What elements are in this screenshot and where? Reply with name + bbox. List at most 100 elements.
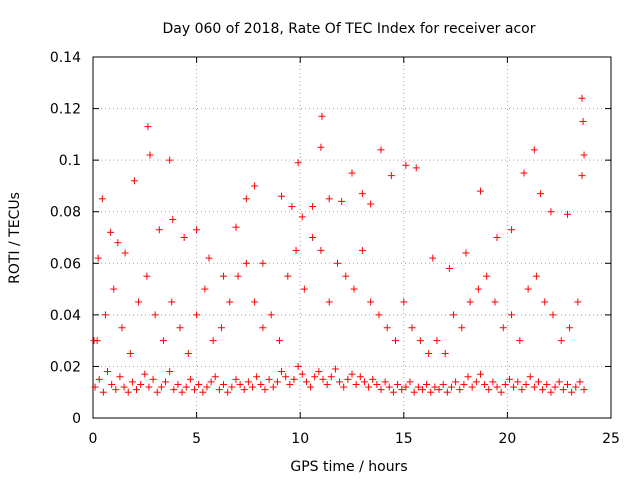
data-point [104, 368, 112, 376]
data-point [232, 375, 240, 383]
data-point [474, 285, 482, 293]
data-point [294, 159, 302, 167]
data-point [327, 373, 335, 381]
data-point [541, 298, 549, 306]
data-point [259, 324, 267, 332]
data-point [242, 259, 250, 267]
data-point [367, 200, 375, 208]
chart-title: Day 060 of 2018, Rate Of TEC Index for r… [163, 21, 536, 37]
data-point [381, 378, 389, 386]
data-point [462, 249, 470, 257]
data-point [460, 380, 468, 388]
data-point [385, 383, 393, 391]
data-point [530, 383, 538, 391]
data-point [456, 386, 464, 394]
data-point [557, 337, 565, 345]
data-point [338, 197, 346, 205]
data-point [228, 383, 236, 391]
data-point [178, 388, 186, 396]
data-point [543, 380, 551, 388]
data-point [317, 143, 325, 151]
data-point [402, 383, 410, 391]
data-point [358, 190, 366, 198]
data-point [155, 226, 163, 234]
data-point [394, 380, 402, 388]
data-point [141, 370, 149, 378]
data-point [269, 383, 277, 391]
data-point [182, 383, 190, 391]
plot-frame [92, 56, 612, 419]
data-point [412, 164, 420, 172]
data-point [392, 337, 400, 345]
y-tick-label: 0 [72, 411, 81, 427]
data-point [493, 234, 501, 241]
data-point [199, 388, 207, 396]
data-point [423, 380, 431, 388]
data-point [555, 378, 563, 386]
x-tick-label: 5 [192, 431, 201, 447]
data-point [240, 386, 248, 394]
data-point [307, 383, 315, 391]
data-point [166, 156, 174, 164]
data-point [514, 378, 522, 386]
data-point [325, 298, 333, 306]
data-point [133, 386, 141, 394]
x-tick-label: 10 [291, 431, 309, 447]
data-point [331, 365, 339, 373]
data-point [526, 373, 534, 381]
data-point [350, 285, 358, 293]
data-point [93, 337, 101, 345]
x-tick-label: 0 [89, 431, 98, 447]
data-point [439, 380, 447, 388]
data-point [373, 380, 381, 388]
data-point [300, 285, 308, 293]
data-point [466, 298, 474, 306]
data-point [209, 337, 217, 345]
data-point [559, 386, 567, 394]
data-point [464, 373, 472, 381]
data-point [425, 350, 433, 358]
data-point [356, 373, 364, 381]
data-point [400, 298, 408, 306]
data-point [162, 378, 170, 386]
data-point [530, 146, 538, 154]
data-point [389, 388, 397, 396]
data-point [207, 378, 215, 386]
data-point [447, 383, 455, 391]
data-point [344, 375, 352, 383]
data-point [472, 378, 480, 386]
data-point [340, 383, 348, 391]
data-point [309, 234, 317, 241]
data-point [170, 386, 178, 394]
data-point [261, 386, 269, 394]
data-point [234, 272, 242, 280]
data-point [547, 388, 555, 396]
data-point [211, 373, 219, 381]
x-tick-label: 15 [395, 431, 413, 447]
data-point [99, 388, 107, 396]
data-point [298, 213, 306, 221]
data-point [377, 146, 385, 154]
data-point [94, 254, 102, 262]
data-point [112, 386, 120, 394]
data-point [450, 311, 458, 319]
data-point [358, 246, 366, 254]
data-point [325, 195, 333, 203]
data-point [174, 380, 182, 388]
data-point [236, 380, 244, 388]
data-point [402, 161, 410, 169]
data-point [126, 350, 134, 358]
data-point [534, 378, 542, 386]
data-point [108, 380, 116, 388]
data-point [408, 324, 416, 332]
data-point [516, 337, 524, 345]
data-point [468, 383, 476, 391]
data-point [193, 311, 201, 319]
data-point [282, 373, 290, 381]
data-point [215, 386, 223, 394]
y-tick-label: 0.14 [50, 50, 81, 66]
data-point [342, 272, 350, 280]
data-point [537, 190, 545, 198]
data-point [166, 368, 174, 376]
data-point [441, 350, 449, 358]
